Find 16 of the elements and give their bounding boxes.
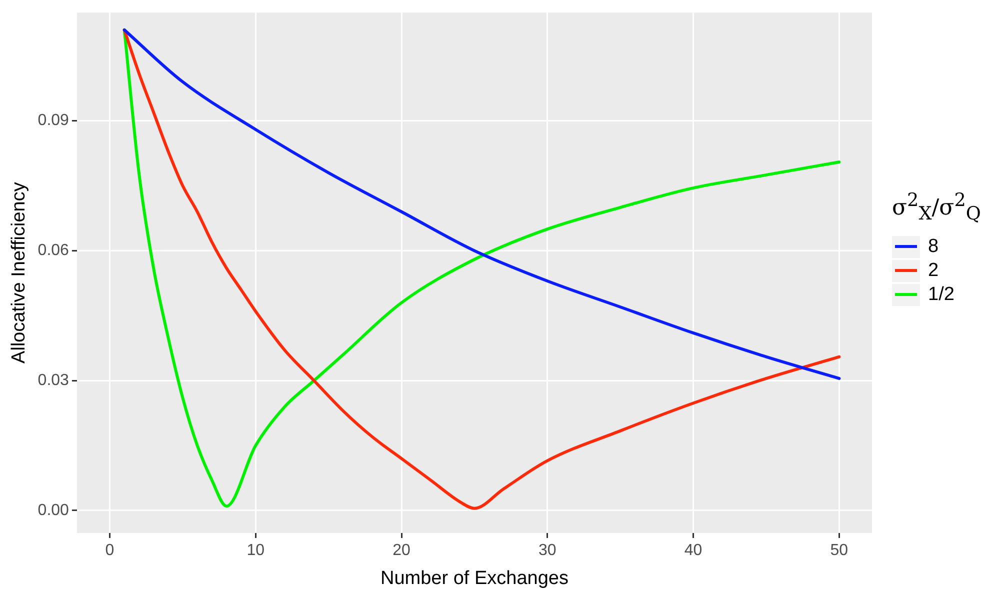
y-tick-label: 0.06: [38, 242, 70, 260]
x-tick-label: 40: [684, 542, 702, 560]
x-tick-label: 0: [105, 542, 114, 560]
legend-label: 2: [928, 260, 939, 282]
y-tick-label: 0.03: [38, 372, 70, 390]
x-tick-label: 10: [246, 542, 265, 560]
x-tick-label: 30: [538, 542, 556, 560]
y-axis-title: Allocative Inefficiency: [8, 182, 30, 364]
x-axis-title: Number of Exchanges: [380, 568, 568, 589]
x-tick-label: 50: [830, 542, 848, 560]
legend-label: 8: [928, 236, 939, 258]
x-tick-label: 20: [392, 542, 411, 560]
line-series: [122, 28, 841, 380]
y-tick-label: 0.09: [38, 112, 70, 130]
legend-label: 1/2: [928, 284, 954, 306]
y-tick-label: 0.00: [38, 502, 70, 519]
